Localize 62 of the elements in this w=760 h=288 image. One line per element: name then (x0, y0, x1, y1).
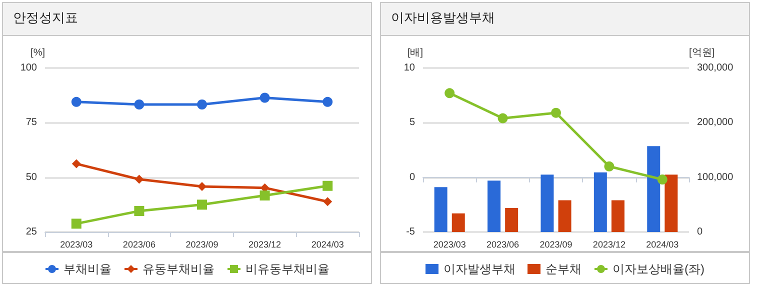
y-tick-label: 10 (404, 62, 416, 74)
y-tick-label: 5 (409, 117, 416, 128)
bar (594, 172, 607, 232)
point (134, 206, 144, 216)
bar (452, 213, 465, 232)
bar (488, 180, 501, 232)
point (197, 200, 207, 210)
x-tick-label: 2023/06 (486, 240, 520, 250)
legend-label: 부채비율 (64, 262, 112, 276)
y2-tick-label: 200,000 (697, 117, 734, 128)
bar (664, 174, 678, 232)
bar (647, 146, 660, 232)
x-tick-label: 2024/03 (646, 240, 679, 250)
y-axis-title: [%] (30, 48, 46, 58)
x-tick-label: 2023/06 (122, 240, 156, 250)
x-tick-label: 2023/03 (433, 240, 466, 250)
y-axis-title: [배] (407, 48, 424, 58)
y-tick-label: -5 (406, 226, 416, 238)
point (71, 96, 82, 107)
point (551, 108, 561, 118)
bar (434, 187, 448, 232)
y-tick-label: 100 (20, 62, 38, 74)
chart-title: 안정성지표 (3, 3, 371, 36)
legend-label: 이자보상배율(좌) (612, 262, 705, 276)
point (604, 161, 614, 172)
legend-label: 비유동부채비율 (246, 262, 330, 276)
y2-axis-title: [억원] (689, 48, 715, 58)
legend-label: 이자발생부채 (444, 262, 516, 276)
bar (540, 174, 554, 232)
chart-title: 이자비용발생부채 (381, 3, 749, 36)
x-tick-label: 2023/03 (60, 240, 93, 250)
point (498, 113, 508, 124)
y2-tick-label: 100,000 (697, 172, 734, 183)
point (72, 159, 81, 168)
y-tick-label: 75 (26, 117, 38, 128)
point (657, 174, 668, 185)
point (322, 180, 333, 191)
point (260, 92, 270, 103)
y2-tick-label: 300,000 (697, 62, 734, 74)
legend-label: 유동부채비율 (142, 262, 214, 276)
point (260, 190, 270, 200)
point (322, 96, 333, 107)
bar (558, 200, 572, 232)
x-tick-label: 2023/12 (592, 240, 626, 250)
point (134, 174, 144, 184)
x-tick-label: 2023/09 (540, 240, 572, 250)
bar (611, 200, 624, 232)
x-tick-label: 2024/03 (311, 240, 344, 250)
point (197, 100, 207, 110)
point (198, 182, 206, 192)
y2-tick-label: 0 (697, 226, 703, 238)
x-tick-label: 2023/09 (186, 240, 218, 250)
legend-label: 순부채 (546, 262, 582, 276)
point (323, 197, 332, 206)
y-tick-label: 50 (26, 172, 38, 183)
bar (505, 208, 518, 232)
point (134, 100, 144, 110)
x-tick-label: 2023/12 (248, 240, 282, 250)
y-tick-label: 0 (409, 172, 416, 183)
point (71, 218, 82, 229)
point (444, 88, 455, 98)
y-tick-label: 25 (26, 226, 38, 238)
